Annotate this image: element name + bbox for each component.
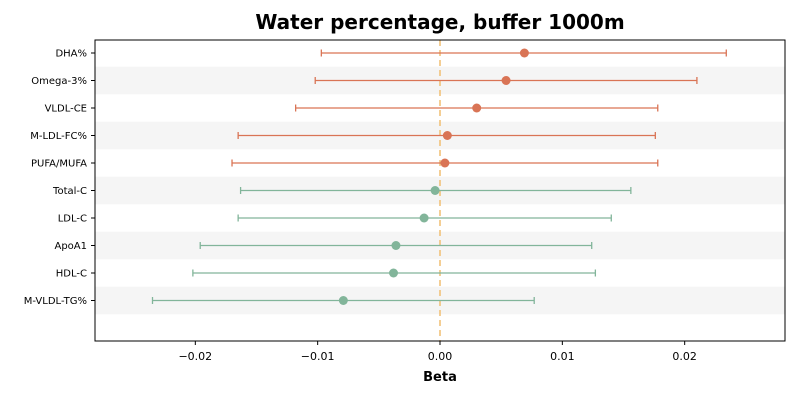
beta-point <box>440 158 450 168</box>
estimate-row <box>320 48 727 58</box>
y-tick-label: DHA% <box>55 49 87 60</box>
y-tick-label: M-LDL-FC% <box>30 131 87 142</box>
y-tick-label: Total-C <box>52 186 87 197</box>
x-tick-label: 0.01 <box>550 350 575 363</box>
chart-title: Water percentage, buffer 1000m <box>255 10 624 34</box>
estimate-marks <box>151 48 727 305</box>
x-tick-label: −0.02 <box>178 350 212 363</box>
y-tick-label: ApoA1 <box>54 241 87 252</box>
beta-point <box>442 131 452 140</box>
x-axis: −0.02 −0.01 0.00 0.01 0.02 <box>178 341 697 363</box>
beta-point <box>430 186 440 195</box>
y-tick-label: LDL-C <box>58 214 87 225</box>
x-tick-label: −0.01 <box>301 350 335 363</box>
beta-point <box>501 76 511 85</box>
estimate-row <box>151 296 535 305</box>
estimate-row <box>239 186 632 195</box>
y-tick-label: PUFA/MUFA <box>31 159 87 170</box>
x-axis-title: Beta <box>423 370 457 385</box>
beta-point <box>519 48 529 58</box>
estimate-row <box>231 158 659 168</box>
y-tick-label: HDL-C <box>56 269 87 280</box>
x-tick-label: 0.02 <box>672 350 697 363</box>
estimate-row <box>294 103 659 113</box>
beta-point <box>472 103 482 113</box>
estimate-row <box>192 268 597 278</box>
y-tick-label: VLDL-CE <box>45 104 87 115</box>
beta-point <box>391 241 401 250</box>
beta-point <box>389 268 399 278</box>
y-tick-label: M-VLDL-TG% <box>24 296 87 307</box>
estimate-row <box>314 76 698 85</box>
beta-point <box>338 296 348 305</box>
estimate-row <box>237 131 656 140</box>
x-tick-label: 0.00 <box>428 350 453 363</box>
y-axis: DHA% Omega-3% VLDL-CE M-LDL-FC% PUFA/MUFA Tot… <box>24 49 95 307</box>
beta-point <box>419 213 429 223</box>
estimate-row <box>237 213 612 223</box>
y-tick-label: Omega-3% <box>31 76 87 87</box>
estimate-row <box>199 241 593 250</box>
